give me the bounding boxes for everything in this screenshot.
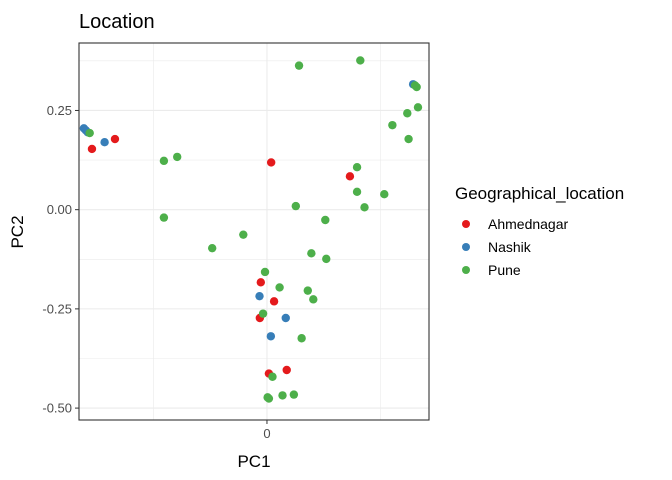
legend-title: Geographical_location	[455, 184, 624, 203]
point-pune	[294, 61, 304, 70]
gridlines	[79, 43, 429, 420]
point-pune	[412, 82, 421, 92]
point-pune	[85, 128, 94, 138]
point-pune	[388, 120, 397, 130]
y-tick-label: 0.00	[47, 202, 72, 217]
y-tick-label: -0.25	[42, 301, 72, 316]
point-nashik	[100, 138, 109, 147]
legend-entry-pune: Pune	[462, 262, 521, 278]
point-pune	[352, 163, 362, 172]
data-points	[79, 56, 423, 403]
chart-title: Location	[79, 11, 155, 33]
legend-key-ahmednagar	[462, 220, 470, 228]
legend-key-pune	[462, 266, 470, 274]
point-pune	[275, 283, 284, 292]
point-pune	[207, 243, 217, 253]
y-tick-label: 0.25	[47, 103, 72, 118]
point-pune	[360, 203, 369, 212]
point-pune	[278, 391, 287, 400]
point-ahmednagar	[266, 158, 276, 167]
point-pune	[309, 295, 318, 304]
point-pune	[172, 152, 182, 162]
y-axis-title: PC2	[8, 215, 27, 248]
point-pune	[307, 249, 316, 258]
legend-label-ahmednagar: Ahmednagar	[488, 216, 569, 232]
point-nashik	[255, 291, 264, 301]
point-pune	[239, 230, 248, 239]
point-pune	[268, 372, 277, 381]
panel-background	[79, 43, 429, 420]
point-pune	[159, 213, 169, 222]
point-pune	[297, 334, 306, 343]
point-nashik	[281, 313, 290, 323]
point-ahmednagar	[87, 144, 97, 154]
point-pune	[380, 189, 389, 199]
point-pune	[303, 286, 312, 295]
point-pune	[289, 390, 299, 399]
panel-border	[78, 42, 430, 421]
x-axis-title: PC1	[237, 452, 270, 471]
point-pune	[159, 156, 169, 166]
point-pune	[356, 56, 365, 65]
plot-panel	[78, 42, 430, 421]
point-pune	[352, 187, 362, 197]
point-pune	[413, 103, 423, 112]
point-pune	[291, 201, 301, 211]
point-ahmednagar	[345, 172, 355, 181]
x-tick-label: 0	[263, 426, 270, 441]
point-ahmednagar	[269, 297, 279, 306]
point-ahmednagar	[256, 278, 266, 287]
y-tick-label: -0.50	[42, 401, 72, 416]
point-nashik	[266, 332, 276, 341]
legend-label-pune: Pune	[488, 262, 521, 278]
point-ahmednagar	[110, 134, 120, 144]
legend-entry-ahmednagar: Ahmednagar	[462, 216, 569, 232]
legend-key-nashik	[462, 243, 470, 251]
point-pune	[264, 394, 274, 403]
point-pune	[260, 267, 270, 277]
point-pune	[322, 254, 331, 264]
point-pune	[404, 134, 413, 144]
point-ahmednagar	[282, 365, 291, 375]
axis-ticks: 0.25 0.00 -0.25 -0.50 0	[42, 103, 270, 441]
point-pune	[403, 109, 412, 118]
point-pune	[321, 215, 330, 225]
point-pune	[258, 309, 268, 318]
legend-label-nashik: Nashik	[488, 239, 532, 255]
legend: Geographical_location Ahmednagar Nashik …	[455, 184, 624, 278]
legend-entry-nashik: Nashik	[462, 239, 532, 255]
